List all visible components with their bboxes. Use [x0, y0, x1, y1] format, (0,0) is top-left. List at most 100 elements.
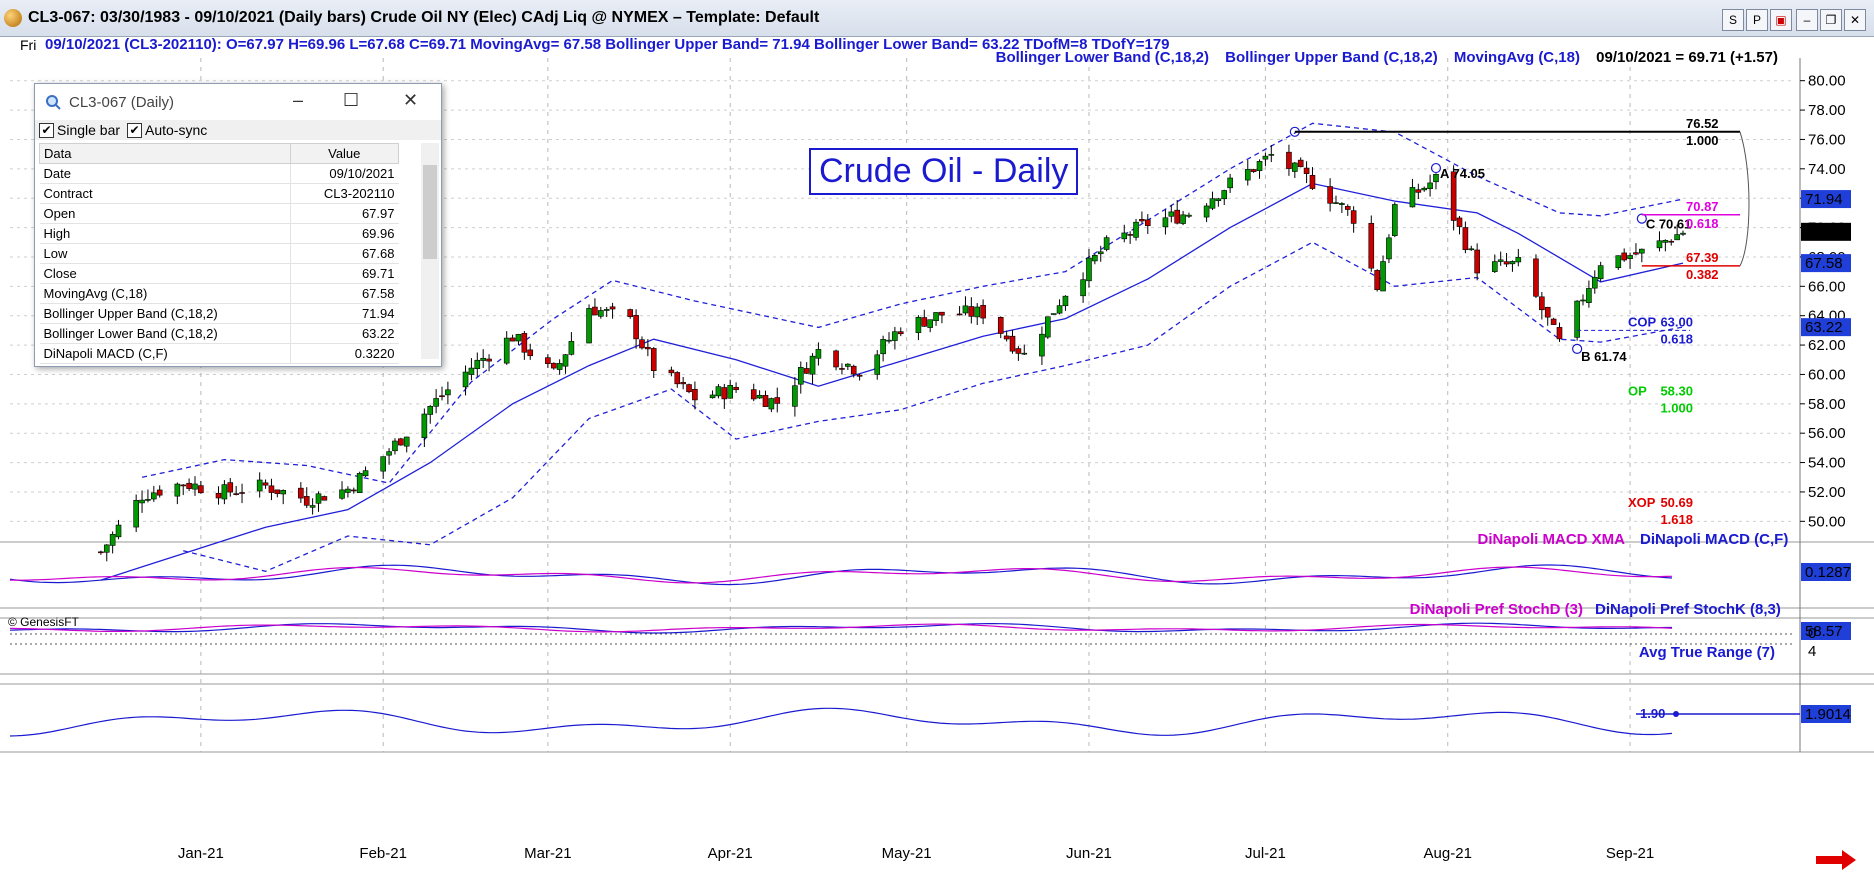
- candle-body: [733, 387, 739, 391]
- symbol-button[interactable]: S: [1722, 9, 1744, 31]
- projection-name: COP: [1628, 314, 1657, 329]
- axis-value-tag-label: 63.22: [1805, 319, 1843, 336]
- candle-body: [1380, 261, 1386, 292]
- data-row-label: Low: [39, 243, 291, 264]
- candle-body: [233, 493, 239, 495]
- data-window[interactable]: CL3-067 (Daily) – ☐ ✕ ✔ Single bar ✔ Aut…: [34, 83, 442, 367]
- single-bar-label: Single bar: [57, 122, 121, 138]
- candle-body: [892, 331, 898, 341]
- candle-body: [633, 315, 639, 340]
- candle-body: [1456, 217, 1463, 227]
- candle-body: [668, 369, 675, 374]
- candle-body: [1333, 202, 1339, 204]
- axis-tags: 71.94 69.71 67.58 63.22: [1801, 190, 1851, 337]
- axis-value-tag-label: 69.71: [1805, 224, 1843, 241]
- candle-body: [315, 493, 322, 504]
- atr-value-tag: [1801, 705, 1851, 723]
- auto-sync-checkbox[interactable]: ✔: [127, 123, 142, 138]
- candle-body: [886, 339, 892, 342]
- y-tick-label: 60.00: [1808, 366, 1846, 383]
- candle-body: [350, 489, 357, 492]
- macd-xma-line: [9, 566, 1673, 584]
- candle-body: [1139, 219, 1145, 222]
- candle-body: [186, 482, 192, 489]
- candle-body: [1668, 240, 1675, 243]
- candle-body: [639, 339, 645, 349]
- candle-body: [1103, 237, 1110, 250]
- candle-body: [1203, 205, 1210, 218]
- candle-body: [474, 359, 481, 369]
- candle-body: [1339, 203, 1345, 205]
- candle-body: [792, 385, 798, 407]
- stoch-value-label: 58.57: [1805, 623, 1843, 640]
- col-header-value[interactable]: Value: [289, 143, 400, 164]
- candle-body: [403, 436, 410, 447]
- candle-body: [1574, 300, 1580, 338]
- candle-body: [709, 394, 716, 399]
- candle-body: [445, 389, 451, 396]
- scroll-right-arrow-icon[interactable]: [1816, 850, 1856, 870]
- close-icon[interactable]: ✕: [1844, 9, 1866, 31]
- candle-body: [674, 372, 681, 385]
- projection-ratio: 1.618: [1660, 512, 1693, 527]
- candle-body: [1039, 333, 1045, 357]
- candle-body: [1374, 270, 1380, 290]
- candle-body: [1303, 167, 1310, 174]
- dw-close-icon[interactable]: ✕: [403, 90, 419, 110]
- data-window-scrollbar[interactable]: [421, 143, 439, 359]
- candle-body: [915, 316, 922, 333]
- candle-body: [1186, 214, 1192, 217]
- data-row-label: MovingAvg (C,18): [39, 283, 291, 304]
- candle-body: [115, 524, 122, 538]
- data-window-title: CL3-067 (Daily): [69, 94, 175, 111]
- bollinger-lower-line: [183, 241, 1684, 572]
- dw-minimize-icon[interactable]: –: [293, 90, 304, 110]
- candle-body: [1392, 204, 1398, 236]
- data-row: DiNapoli MACD (C,F) 0.3220: [39, 343, 399, 364]
- data-row-label: DiNapoli MACD (C,F): [39, 343, 291, 364]
- axis-value-tag: [1801, 318, 1851, 337]
- scroll-thumb[interactable]: [423, 165, 437, 259]
- candle-body: [721, 387, 728, 400]
- candle-body: [921, 317, 928, 327]
- candle-body: [650, 348, 657, 372]
- legend-bb-upper: Bollinger Upper Band (C,18,2): [1225, 49, 1438, 66]
- candle-body: [680, 382, 686, 385]
- data-row-value: CL3-202110: [289, 183, 399, 204]
- candle-body: [568, 341, 575, 355]
- candle-body: [321, 496, 328, 501]
- candle-body: [933, 312, 939, 322]
- link-icon[interactable]: ▣: [1770, 9, 1792, 31]
- data-window-titlebar[interactable]: CL3-067 (Daily) – ☐ ✕: [35, 84, 441, 120]
- legend-bb-lower: Bollinger Lower Band (C,18,2): [995, 49, 1209, 66]
- stoch-d-title: DiNapoli Pref StochD (3): [1410, 601, 1583, 618]
- candle-body: [803, 368, 810, 374]
- col-header-data[interactable]: Data: [39, 143, 291, 164]
- candle-body: [1533, 258, 1539, 297]
- candle-body: [1250, 169, 1257, 172]
- fibonacci-levels: A 74.05 B 61.74 C 70.61 76.52 1.000 70.87 0.61…: [1289, 116, 1750, 527]
- candle-body: [1174, 209, 1180, 224]
- date-axis: Jan-21 Feb-21 Mar-21 Apr-21 May-21 Jun-21 Jul-…: [178, 845, 1856, 870]
- data-row: Date 09/10/2021: [39, 163, 399, 184]
- candle-body: [303, 496, 310, 506]
- candle-body: [603, 309, 610, 311]
- price-chart[interactable]: 50.0052.0054.0056.0058.0060.0062.0064.00…: [0, 58, 1874, 873]
- candle-body: [927, 319, 933, 328]
- candle-body: [309, 505, 316, 508]
- info-values: 09/10/2021 (CL3-202110): O=67.97 H=69.96…: [45, 36, 1170, 53]
- restore-icon[interactable]: ❐: [1820, 9, 1842, 31]
- candle-body: [1344, 206, 1351, 210]
- candle-body: [692, 388, 698, 401]
- print-button[interactable]: P: [1746, 9, 1768, 31]
- candle-body: [468, 367, 475, 375]
- minimize-icon[interactable]: –: [1796, 9, 1818, 31]
- candle-body: [521, 333, 528, 353]
- candle-body: [545, 357, 551, 364]
- data-row-value: 71.94: [289, 303, 399, 324]
- candle-body: [1503, 261, 1510, 265]
- candle-body: [598, 310, 604, 317]
- single-bar-checkbox[interactable]: ✔: [39, 123, 54, 138]
- x-tick-label: May-21: [882, 845, 932, 862]
- dw-maximize-icon[interactable]: ☐: [343, 90, 360, 110]
